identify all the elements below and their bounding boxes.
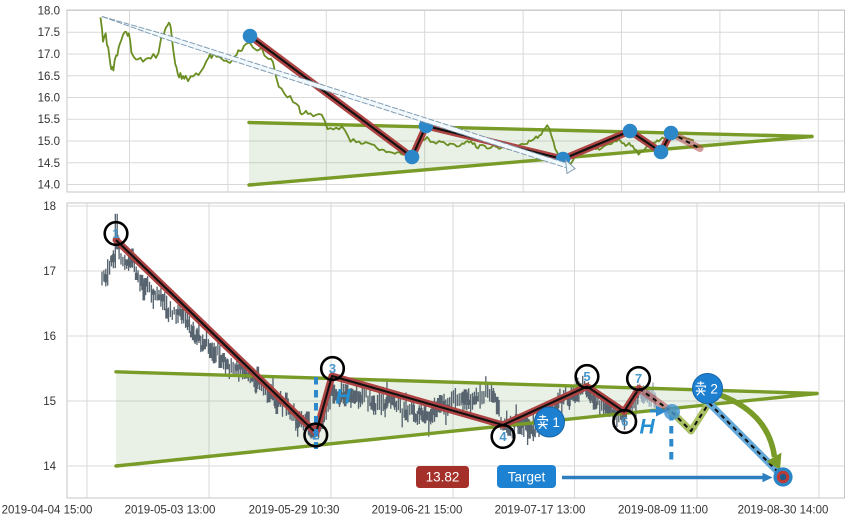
svg-text:15.0: 15.0 [38, 136, 60, 148]
svg-text:17: 17 [43, 266, 56, 278]
svg-text:15.5: 15.5 [38, 114, 60, 126]
svg-text:16.0: 16.0 [38, 93, 60, 105]
svg-text:H: H [336, 386, 352, 409]
svg-text:17.0: 17.0 [38, 49, 60, 61]
svg-text:1: 1 [112, 226, 119, 241]
svg-text:5: 5 [583, 369, 590, 384]
svg-text:14: 14 [43, 461, 56, 473]
svg-text:14.5: 14.5 [38, 158, 60, 170]
svg-text:2019-06-21 15:00: 2019-06-21 15:00 [372, 505, 463, 517]
svg-text:2019-08-09 11:00: 2019-08-09 11:00 [618, 505, 708, 517]
svg-text:2019-05-03 13:00: 2019-05-03 13:00 [125, 505, 216, 517]
svg-text:Target: Target [508, 470, 546, 485]
svg-text:2: 2 [710, 382, 718, 397]
svg-text:18.0: 18.0 [38, 6, 60, 18]
svg-text:H: H [640, 416, 656, 439]
svg-text:2019-04-04 15:00: 2019-04-04 15:00 [2, 505, 93, 517]
svg-text:14.0: 14.0 [38, 180, 60, 192]
svg-text:17.5: 17.5 [38, 27, 60, 39]
svg-text:18: 18 [43, 201, 56, 213]
svg-text:16.5: 16.5 [38, 71, 60, 83]
svg-text:6: 6 [621, 414, 628, 429]
svg-text:1: 1 [552, 415, 560, 430]
svg-text:3: 3 [329, 361, 336, 376]
svg-text:2019-07-17 13:00: 2019-07-17 13:00 [495, 505, 586, 517]
svg-text:16: 16 [43, 331, 56, 343]
svg-text:13.82: 13.82 [426, 470, 460, 485]
svg-text:2019-08-30 14:00: 2019-08-30 14:00 [738, 505, 829, 517]
svg-text:15: 15 [43, 396, 56, 408]
svg-text:2019-05-29 10:30: 2019-05-29 10:30 [249, 505, 340, 517]
svg-text:7: 7 [635, 371, 642, 386]
svg-text:4: 4 [499, 429, 507, 444]
